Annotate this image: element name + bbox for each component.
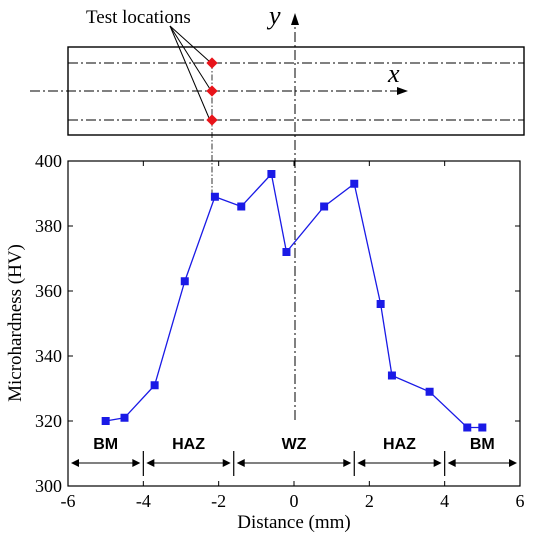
test-locations-label: Test locations bbox=[86, 7, 191, 28]
annotation-leader-1 bbox=[169, 25, 211, 63]
test-location-marker-upper bbox=[206, 57, 218, 69]
y-axis-arrowhead bbox=[291, 13, 299, 25]
data-point bbox=[350, 179, 359, 188]
x-axis-symbol: x bbox=[387, 59, 400, 88]
y-axis-title: Microhardness (HV) bbox=[5, 244, 26, 402]
zone-arrowhead-left bbox=[146, 459, 155, 467]
x-tick-label: -2 bbox=[211, 491, 226, 511]
y-tick-label: 300 bbox=[35, 476, 62, 496]
zone-arrowhead-left bbox=[447, 459, 456, 467]
y-tick-label: 340 bbox=[35, 346, 62, 366]
plate-schematic: Test locations y x bbox=[30, 1, 525, 420]
zone-arrowhead-right bbox=[222, 459, 231, 467]
data-point bbox=[267, 170, 276, 178]
zone-label: HAZ bbox=[172, 436, 205, 453]
data-point bbox=[478, 423, 487, 432]
zone-arrowhead-right bbox=[433, 459, 442, 467]
zone-label: WZ bbox=[282, 436, 307, 453]
y-tick-label: 320 bbox=[35, 411, 62, 431]
data-point bbox=[210, 192, 219, 201]
zone-arrowhead-left bbox=[71, 459, 79, 467]
data-point bbox=[120, 413, 129, 422]
data-point bbox=[376, 300, 385, 308]
x-tick-label: 0 bbox=[290, 491, 299, 511]
series-layer bbox=[101, 170, 487, 432]
zone-arrowhead-left bbox=[236, 459, 245, 467]
x-axis-arrowhead bbox=[397, 87, 408, 95]
annotation-leader-3 bbox=[169, 25, 210, 119]
y-tick-label: 380 bbox=[35, 216, 62, 236]
zone-annotations: BM HAZ WZ HAZ BM bbox=[71, 436, 517, 476]
data-point bbox=[180, 277, 189, 286]
zone-arrowhead-right bbox=[509, 459, 517, 467]
x-axis-title: Distance (mm) bbox=[237, 512, 350, 533]
x-tick-label: 4 bbox=[440, 491, 449, 511]
y-tick-label: 400 bbox=[35, 151, 62, 171]
data-point bbox=[463, 423, 472, 432]
y-axis-symbol: y bbox=[266, 1, 281, 30]
zone-arrowhead-left bbox=[357, 459, 366, 467]
y-tick-label: 360 bbox=[35, 281, 62, 301]
data-point bbox=[387, 371, 396, 380]
annotation-leader-2 bbox=[169, 25, 211, 90]
data-point bbox=[101, 417, 110, 425]
zone-label: BM bbox=[93, 436, 118, 453]
test-location-marker-middle bbox=[206, 85, 218, 97]
x-tick-label: 2 bbox=[365, 491, 374, 511]
zone-label: BM bbox=[470, 436, 495, 453]
data-point bbox=[320, 202, 329, 211]
data-point bbox=[282, 248, 291, 256]
x-axis-ticks: -6 -4 -2 0 2 4 6 bbox=[61, 161, 525, 511]
x-tick-label: -4 bbox=[136, 491, 151, 511]
x-tick-label: 6 bbox=[516, 491, 525, 511]
x-tick-label: -6 bbox=[61, 491, 76, 511]
zone-arrowhead-right bbox=[343, 459, 352, 467]
data-point bbox=[150, 381, 159, 390]
zone-label: HAZ bbox=[383, 436, 416, 453]
zone-arrowhead-right bbox=[132, 459, 141, 467]
data-point bbox=[237, 202, 246, 211]
data-point bbox=[425, 387, 434, 396]
y-axis-ticks: 300 320 340 360 380 400 bbox=[35, 151, 520, 496]
